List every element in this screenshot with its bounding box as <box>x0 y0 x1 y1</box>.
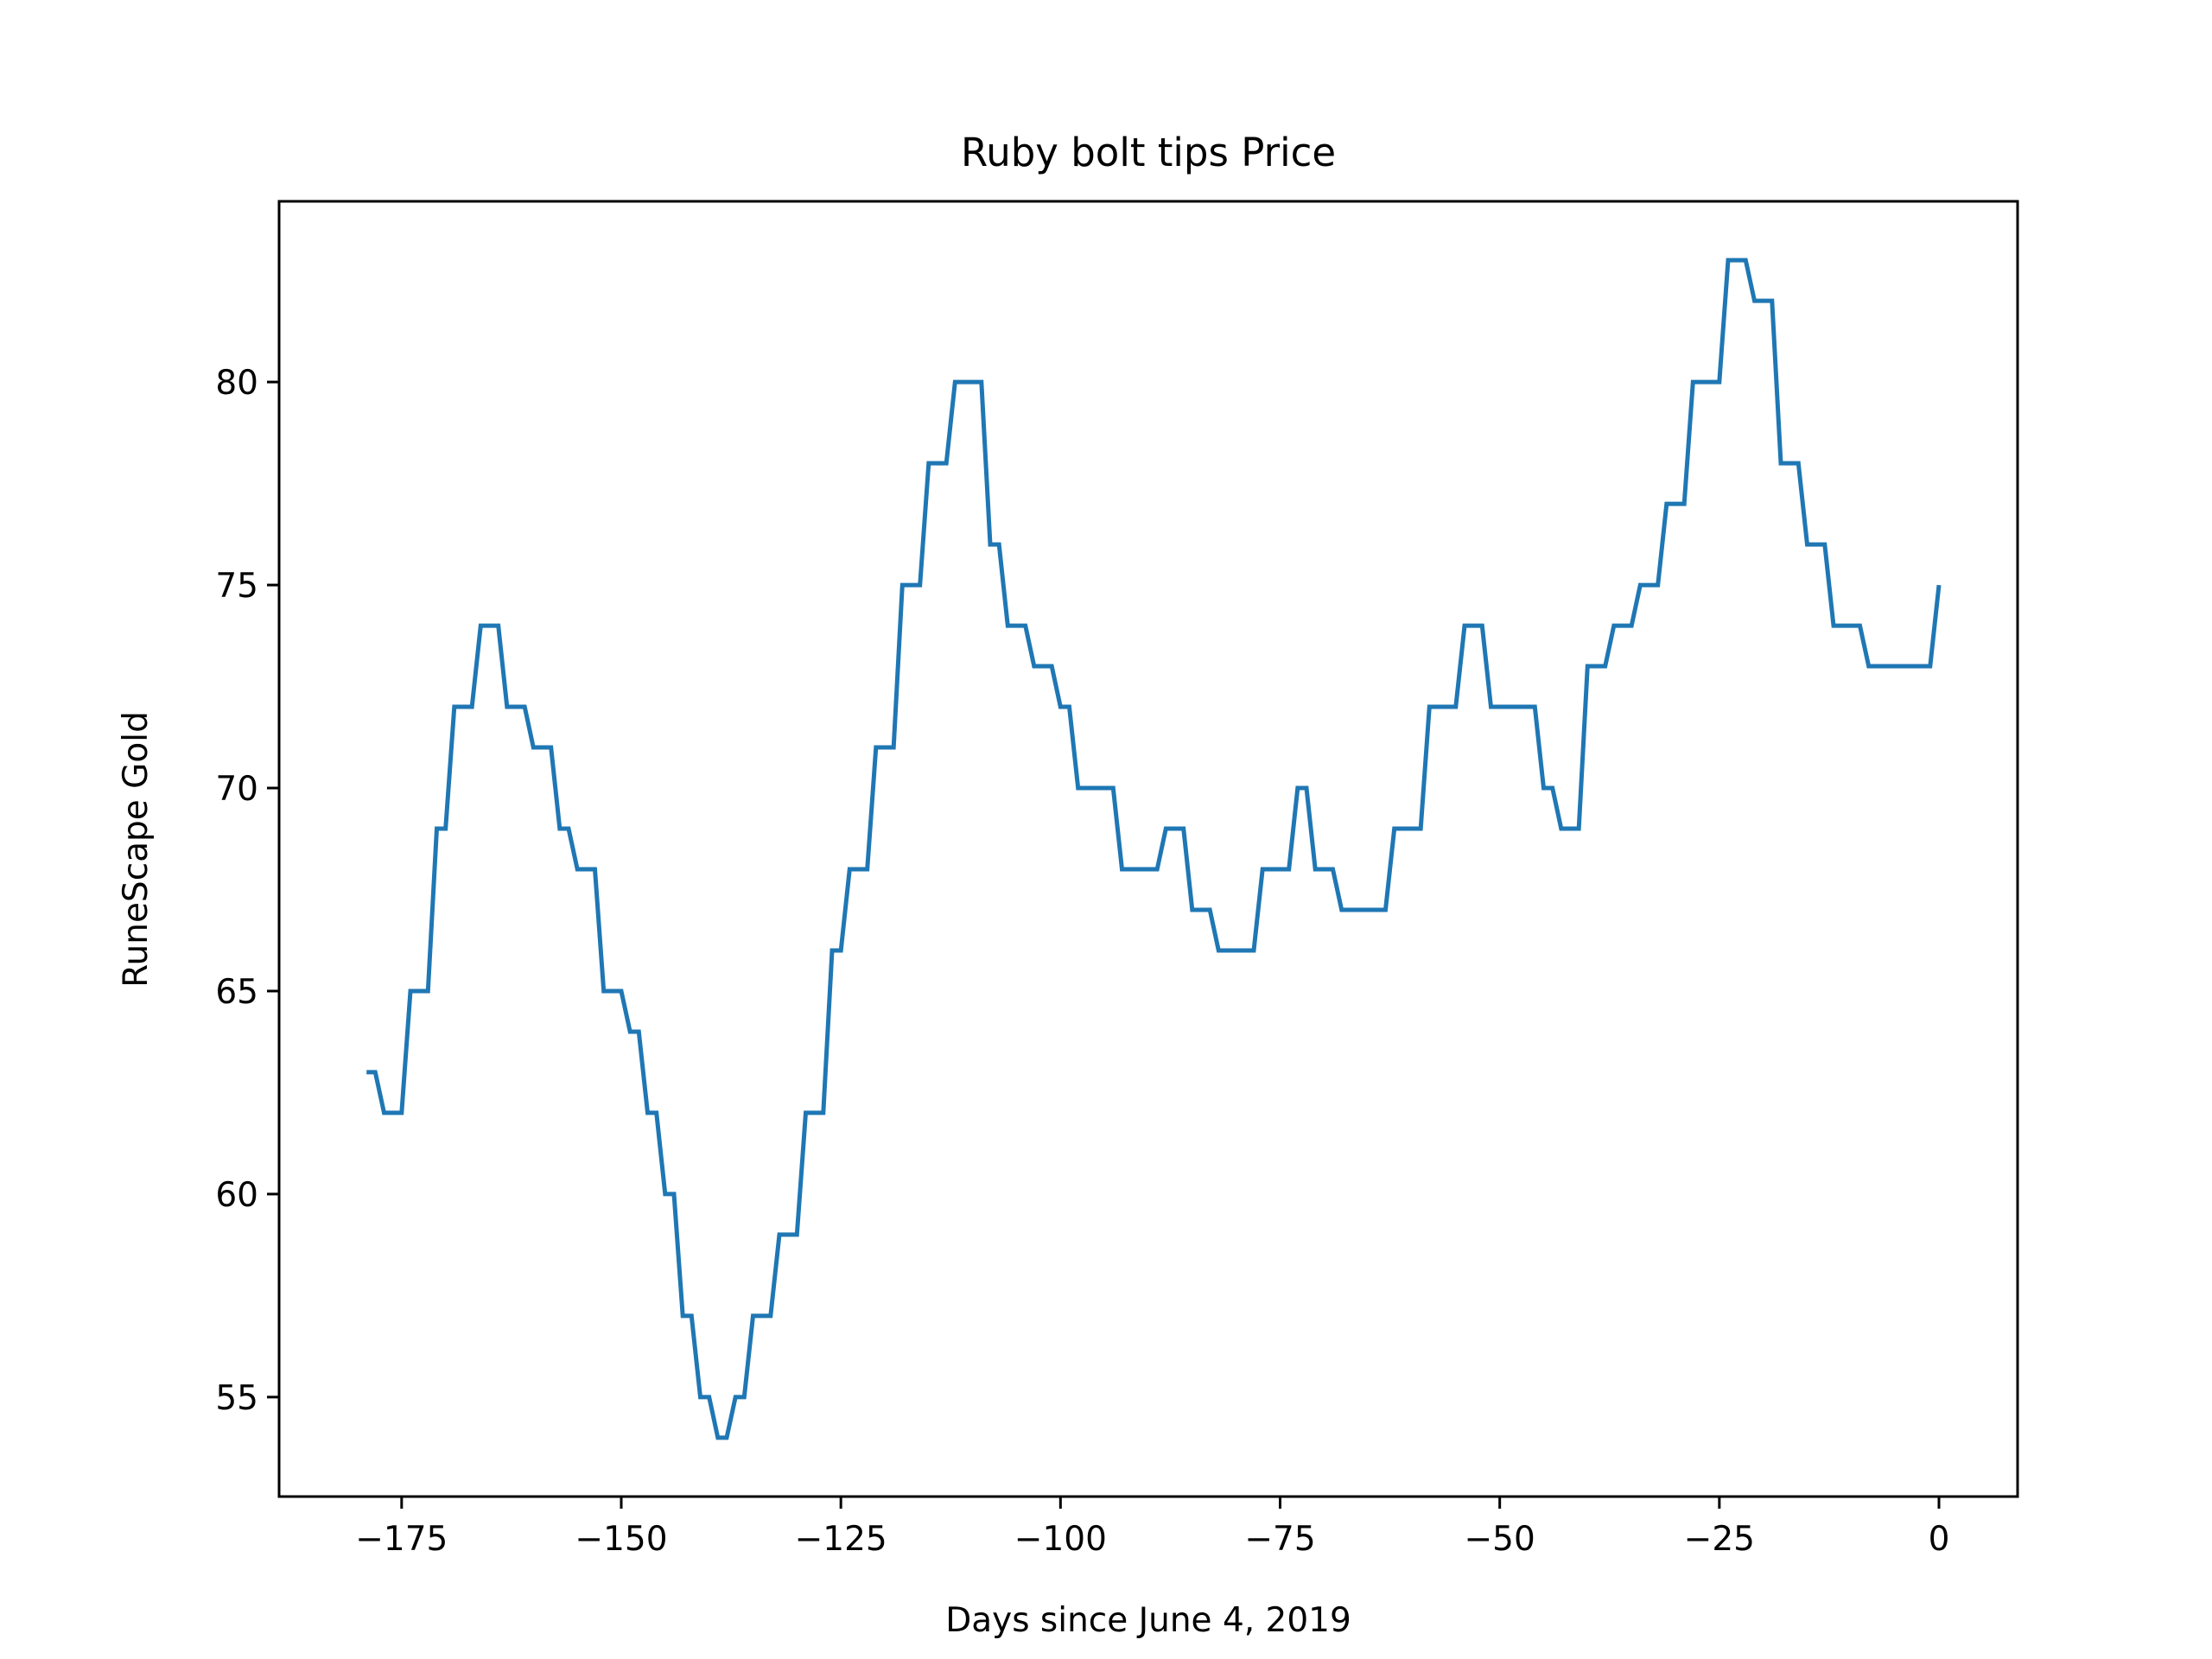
x-tick-label: −175 <box>355 1520 448 1559</box>
plot-area <box>366 257 1942 1440</box>
x-axis: −175 −150 −125 −100 −75 −50 −25 0 <box>355 1497 1949 1559</box>
y-tick-label: 70 <box>215 770 258 809</box>
x-tick-label: −100 <box>1014 1520 1107 1559</box>
series-line-0 <box>366 257 1942 1440</box>
x-tick-label: −75 <box>1244 1520 1315 1559</box>
x-axis-label: Days since June 4, 2019 <box>945 1601 1351 1640</box>
x-tick-label: −125 <box>795 1520 887 1559</box>
x-tick-label: −25 <box>1684 1520 1755 1559</box>
y-tick-label: 65 <box>215 973 258 1012</box>
y-tick-label: 75 <box>215 567 258 606</box>
y-tick-label: 80 <box>215 364 258 403</box>
plot-frame <box>277 200 2019 1498</box>
y-axis: 55 60 65 70 75 80 <box>215 364 279 1418</box>
x-tick-label: −50 <box>1465 1520 1535 1559</box>
y-tick-label: 55 <box>215 1379 258 1418</box>
chart-title: Ruby bolt tips Price <box>961 130 1336 175</box>
y-axis-label: RuneScape Gold <box>117 711 156 988</box>
y-tick-label: 60 <box>215 1176 258 1215</box>
x-tick-label: −150 <box>575 1520 667 1559</box>
x-tick-label: 0 <box>1929 1520 1950 1559</box>
